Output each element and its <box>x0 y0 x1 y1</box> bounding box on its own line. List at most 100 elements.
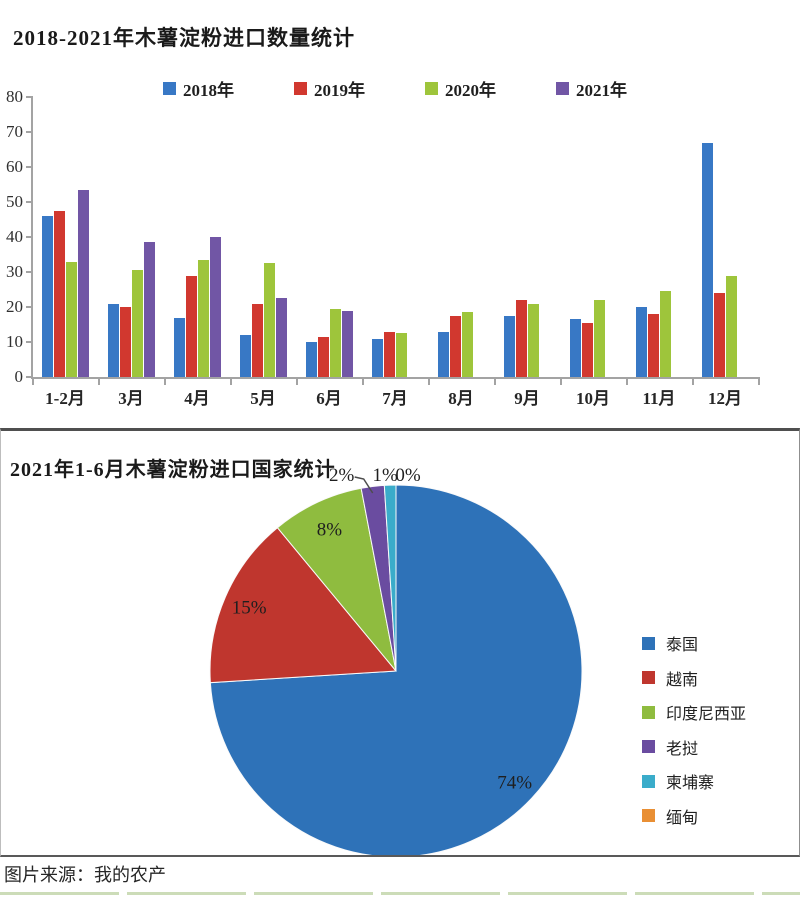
bar-2019年-4月 <box>185 275 197 377</box>
bar-2018年-1-2月 <box>41 216 53 377</box>
y-axis-tick <box>26 341 32 343</box>
table-top-border <box>0 892 800 895</box>
pie-legend-label: 印度尼西亚 <box>666 704 747 723</box>
x-axis-label: 5月 <box>250 389 276 408</box>
bar-2019年-6月 <box>317 336 329 377</box>
y-axis-tick <box>26 96 32 98</box>
pie-legend-label: 缅甸 <box>666 807 699 827</box>
bar-2020年-7月 <box>395 333 407 377</box>
y-axis-label: 40 <box>6 227 23 246</box>
legend-swatch <box>642 671 655 684</box>
bar-2018年-8月 <box>437 331 449 377</box>
bar-legend-item: 2018年 <box>163 76 234 101</box>
y-axis-tick <box>26 271 32 273</box>
bar-2018年-3月 <box>107 303 119 377</box>
bar-2019年-11月 <box>647 314 659 377</box>
legend-swatch <box>425 82 438 95</box>
source-note: 图片来源：我的农产 <box>4 865 166 886</box>
bar-2020年-3月 <box>131 270 143 377</box>
y-axis-label: 10 <box>6 332 23 351</box>
y-axis-tick <box>26 166 32 168</box>
bar-2018年-6月 <box>305 342 317 377</box>
bar-2019年-12月 <box>713 293 725 377</box>
pie-percent-label-缅甸: 0% <box>395 465 421 486</box>
legend-swatch <box>163 82 176 95</box>
pie-label-leader-line <box>354 476 374 494</box>
bar-2021年-6月 <box>341 310 353 377</box>
x-axis-tick <box>560 379 562 385</box>
pie-legend-label: 柬埔寨 <box>666 773 715 792</box>
pie-slice-越南 <box>209 526 398 684</box>
x-axis-tick <box>164 379 166 385</box>
legend-label: 2021年 <box>576 81 627 100</box>
pie-legend-label: 泰国 <box>666 635 699 654</box>
pie-legend-item: 缅甸 <box>642 804 698 828</box>
bar-2020年-10月 <box>593 300 605 377</box>
bar-2018年-10月 <box>569 319 581 377</box>
x-axis-tick <box>32 379 34 385</box>
x-axis-tick <box>362 379 364 385</box>
bar-2019年-1-2月 <box>53 210 65 377</box>
bar-2020年-9月 <box>527 303 539 377</box>
pie-legend-item: 印度尼西亚 <box>642 700 746 724</box>
legend-swatch <box>642 740 655 753</box>
pie-percent-label-柬埔寨: 1% <box>372 465 398 486</box>
y-axis-tick <box>26 236 32 238</box>
pie-legend-item: 柬埔寨 <box>642 769 714 793</box>
x-axis-tick <box>230 379 232 385</box>
x-axis-label: 10月 <box>576 389 610 408</box>
y-axis-label: 70 <box>6 122 23 141</box>
bar-2021年-4月 <box>209 237 221 377</box>
bar-chart-plot: 0 10 20 30 40 50 60 70 80 1-2月 3月 4月 5月 6月 7月 8月 9月 10月 11… <box>0 0 800 428</box>
bar-2020年-11月 <box>659 291 671 377</box>
x-axis-tick <box>98 379 100 385</box>
x-axis-tick <box>626 379 628 385</box>
pie-legend-label: 越南 <box>666 669 699 689</box>
x-axis-label: 7月 <box>382 389 408 408</box>
bar-2020年-12月 <box>725 275 737 377</box>
pie-legend-item: 越南 <box>642 666 698 690</box>
legend-swatch <box>642 705 655 719</box>
bar-2020年-8月 <box>461 312 473 377</box>
x-axis-label: 4月 <box>184 389 210 408</box>
pie-slice-柬埔寨 <box>383 484 397 672</box>
legend-swatch <box>642 636 655 650</box>
y-axis-line <box>31 96 33 378</box>
legend-label: 2020年 <box>445 81 496 100</box>
x-axis-tick <box>494 379 496 385</box>
y-axis-tick <box>26 131 32 133</box>
x-axis-tick <box>296 379 298 385</box>
bar-legend-item: 2021年 <box>556 76 627 101</box>
legend-label: 2019年 <box>314 81 365 100</box>
x-axis-label: 1-2月 <box>45 389 85 408</box>
legend-label: 2018年 <box>183 81 234 100</box>
bar-chart-legend: 2018年 2019年 2020年 2021年 <box>0 76 790 101</box>
y-axis-label: 30 <box>6 262 23 281</box>
legend-swatch <box>294 82 307 95</box>
pie-percent-label-老挝: 2% <box>329 465 355 486</box>
bar-2019年-10月 <box>581 322 593 377</box>
pie-chart-section: 2021年1-6月木薯淀粉进口国家统计 74% 15% 8% 2% 1% 0% 泰国 越南印… <box>0 428 800 857</box>
pie-chart-title: 2021年1-6月木薯淀粉进口国家统计 <box>10 458 336 481</box>
y-axis-tick <box>26 201 32 203</box>
bar-2018年-4月 <box>173 317 185 377</box>
bar-2021年-1-2月 <box>77 189 89 377</box>
pie-chart: 74% 15% 8% 2% 1%0% <box>209 465 583 855</box>
x-axis-tick <box>428 379 430 385</box>
bar-2020年-5月 <box>263 263 275 377</box>
pie-legend-item: 老挝 <box>642 735 698 759</box>
y-axis-label: 20 <box>6 297 23 316</box>
x-axis-label: 11月 <box>642 389 676 408</box>
bar-2019年-3月 <box>119 307 131 377</box>
x-axis-label: 3月 <box>118 389 144 408</box>
y-axis-label: 50 <box>6 192 23 211</box>
legend-swatch <box>642 809 655 822</box>
x-axis-label: 8月 <box>448 389 474 408</box>
y-axis-tick <box>26 306 32 308</box>
bar-2018年-11月 <box>635 307 647 377</box>
pie-percent-label-印度尼西亚: 8% <box>317 520 343 541</box>
bar-2020年-6月 <box>329 308 341 377</box>
bar-2018年-5月 <box>239 335 251 377</box>
bar-legend-item: 2020年 <box>425 76 496 101</box>
bar-2019年-8月 <box>449 315 461 377</box>
